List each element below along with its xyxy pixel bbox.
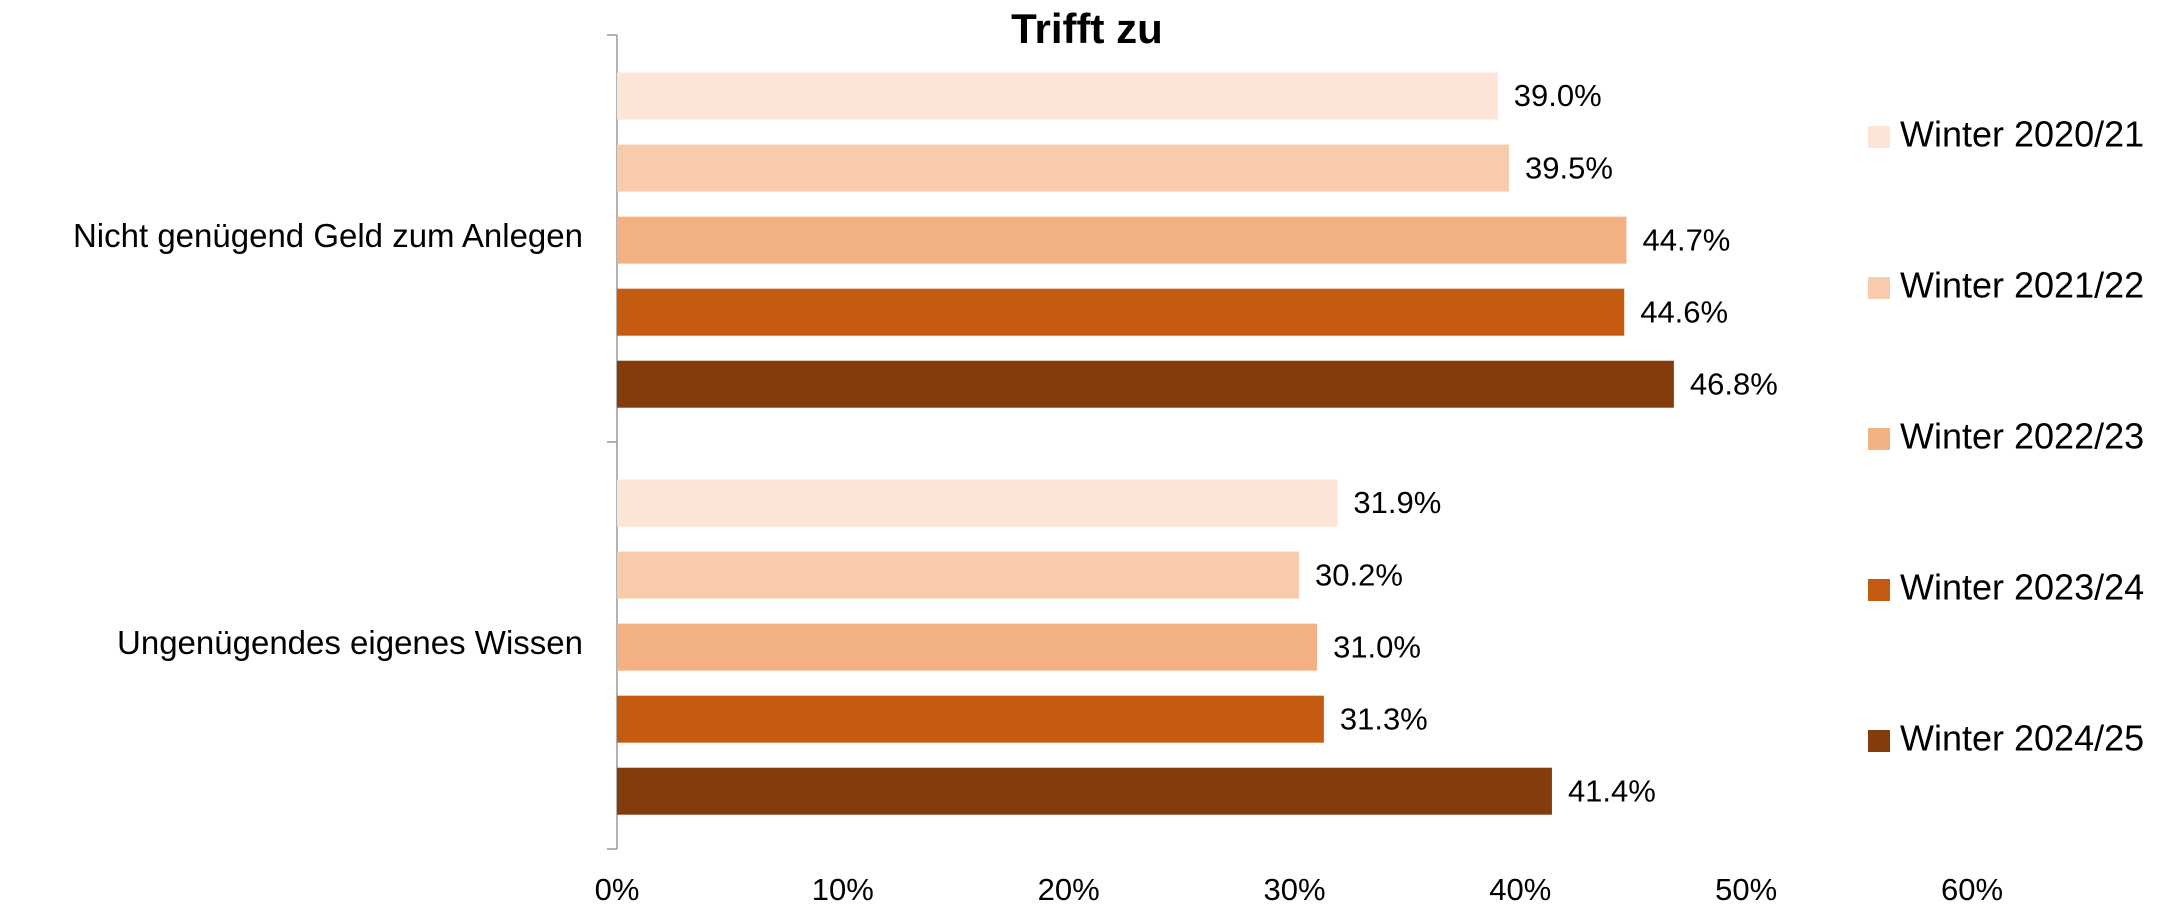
- legend-swatch: [1868, 730, 1890, 752]
- x-tick-label: 40%: [1489, 872, 1551, 906]
- x-tick-label: 30%: [1263, 872, 1325, 906]
- bar: [617, 695, 1324, 743]
- bar: [617, 551, 1300, 599]
- bar: [617, 360, 1674, 408]
- legend-swatch: [1868, 126, 1890, 148]
- bar: [617, 288, 1625, 336]
- bar: [617, 623, 1318, 671]
- legend-label: Winter 2022/23: [1900, 416, 2144, 457]
- data-label: 31.3%: [1340, 701, 1428, 736]
- data-label: 46.8%: [1690, 366, 1778, 401]
- x-tick-label: 10%: [812, 872, 874, 906]
- legend-label: Winter 2020/21: [1900, 114, 2144, 155]
- legend-swatch: [1868, 579, 1890, 601]
- bar: [617, 144, 1510, 192]
- legend-label: Winter 2023/24: [1900, 567, 2144, 608]
- data-label: 44.7%: [1642, 222, 1730, 257]
- bar: [617, 479, 1338, 527]
- data-label: 39.0%: [1514, 78, 1602, 113]
- x-tick-label: 0%: [595, 872, 640, 906]
- data-label: 44.6%: [1640, 294, 1728, 329]
- legend-label: Winter 2024/25: [1900, 718, 2144, 759]
- bar: [617, 767, 1552, 815]
- chart-title: Trifft zu: [1011, 5, 1163, 52]
- data-label: 30.2%: [1315, 557, 1403, 592]
- y-tick-label: Ungenügendes eigenes Wissen: [117, 624, 583, 661]
- x-tick-label: 60%: [1941, 872, 2003, 906]
- data-label: 31.0%: [1333, 629, 1421, 664]
- y-tick-label: Nicht genügend Geld zum Anlegen: [73, 217, 583, 254]
- bar: [617, 216, 1627, 264]
- data-label: 39.5%: [1525, 150, 1613, 185]
- legend-swatch: [1868, 277, 1890, 299]
- data-label: 31.9%: [1353, 485, 1441, 520]
- x-tick-label: 50%: [1715, 872, 1777, 906]
- legend-swatch: [1868, 428, 1890, 450]
- x-tick-label: 20%: [1038, 872, 1100, 906]
- bar: [617, 72, 1498, 120]
- legend-label: Winter 2021/22: [1900, 265, 2144, 306]
- data-label: 41.4%: [1568, 773, 1656, 808]
